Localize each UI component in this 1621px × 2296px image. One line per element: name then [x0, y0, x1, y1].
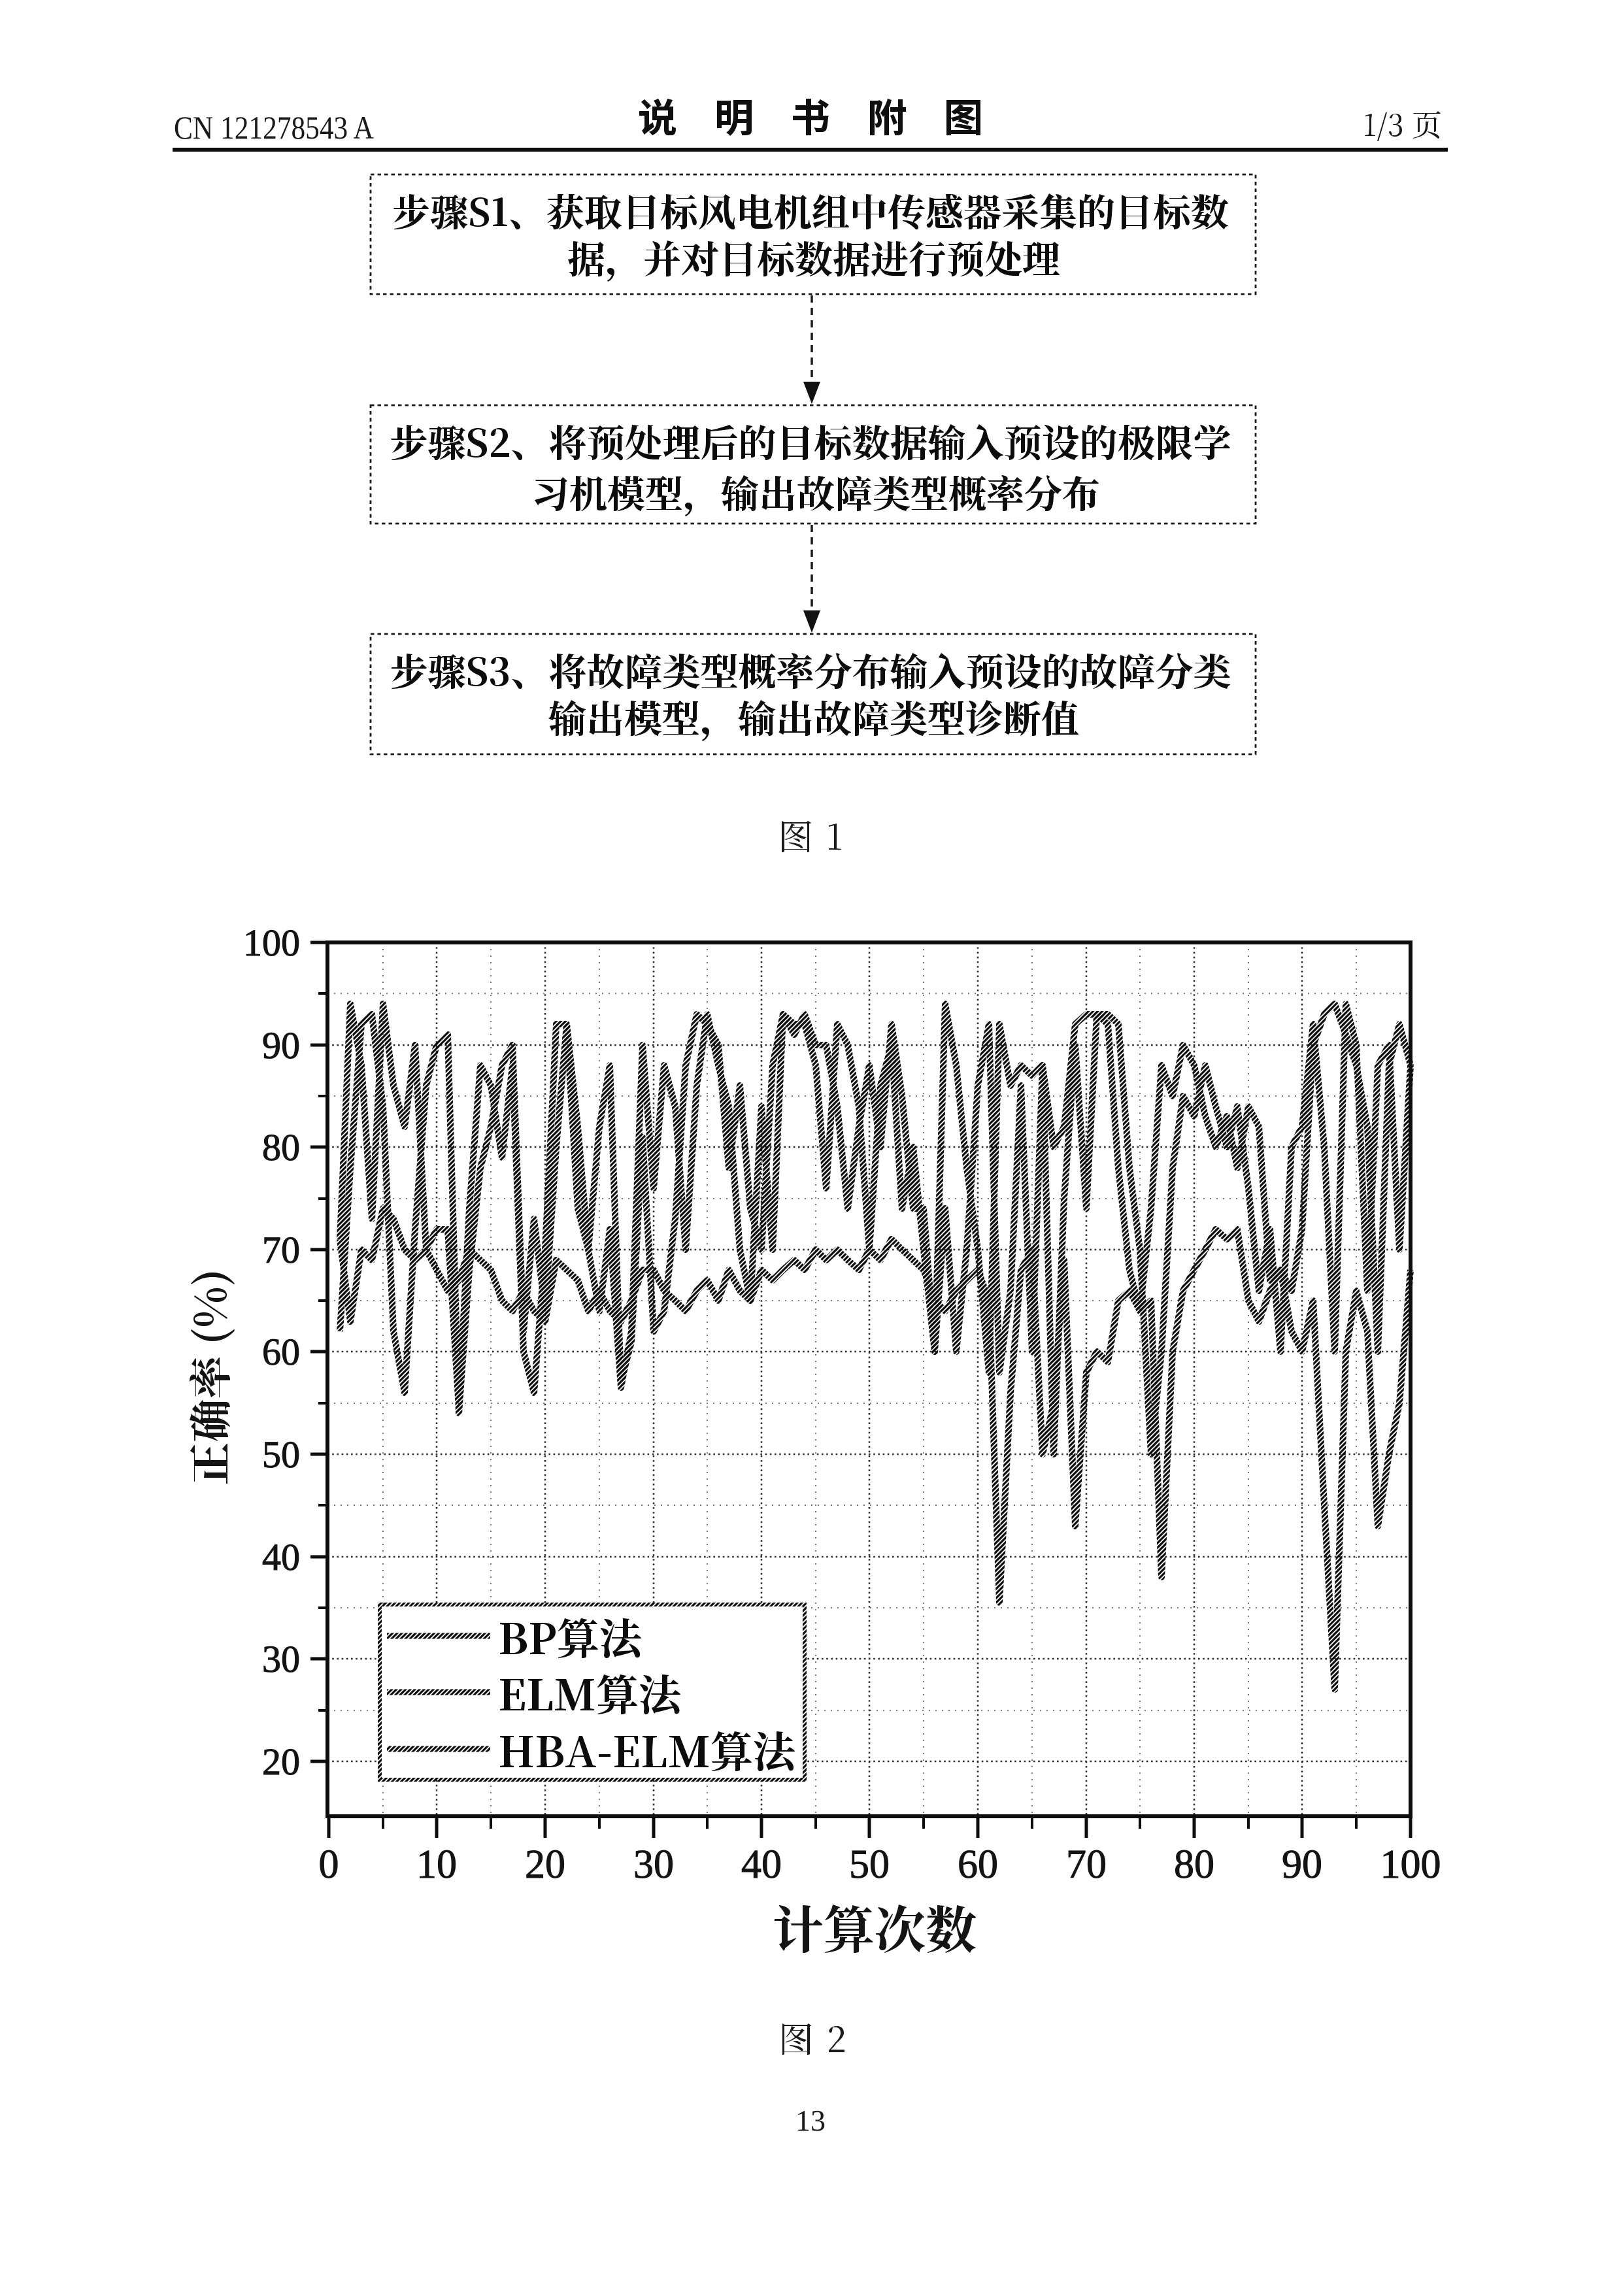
svg-text:70: 70	[1066, 1842, 1107, 1887]
svg-text:60: 60	[958, 1842, 998, 1887]
svg-text:40: 40	[262, 1536, 300, 1578]
svg-text:80: 80	[1174, 1842, 1214, 1887]
svg-text:50: 50	[849, 1842, 890, 1887]
svg-text:20: 20	[525, 1842, 565, 1887]
svg-text:CN 121278543 A: CN 121278543 A	[174, 109, 374, 146]
svg-text:30: 30	[262, 1638, 300, 1680]
svg-text:70: 70	[262, 1229, 300, 1271]
svg-text:60: 60	[262, 1331, 300, 1373]
svg-text:40: 40	[741, 1842, 782, 1887]
svg-text:0: 0	[319, 1842, 339, 1887]
svg-text:20: 20	[262, 1740, 300, 1783]
svg-text:30: 30	[633, 1842, 674, 1887]
svg-text:13: 13	[795, 2104, 826, 2137]
svg-text:100: 100	[243, 922, 300, 964]
svg-text:50: 50	[262, 1433, 300, 1476]
svg-text:90: 90	[262, 1024, 300, 1067]
svg-text:90: 90	[1282, 1842, 1322, 1887]
svg-text:100: 100	[1380, 1842, 1441, 1887]
svg-text:80: 80	[262, 1126, 300, 1169]
svg-text:10: 10	[416, 1842, 457, 1887]
